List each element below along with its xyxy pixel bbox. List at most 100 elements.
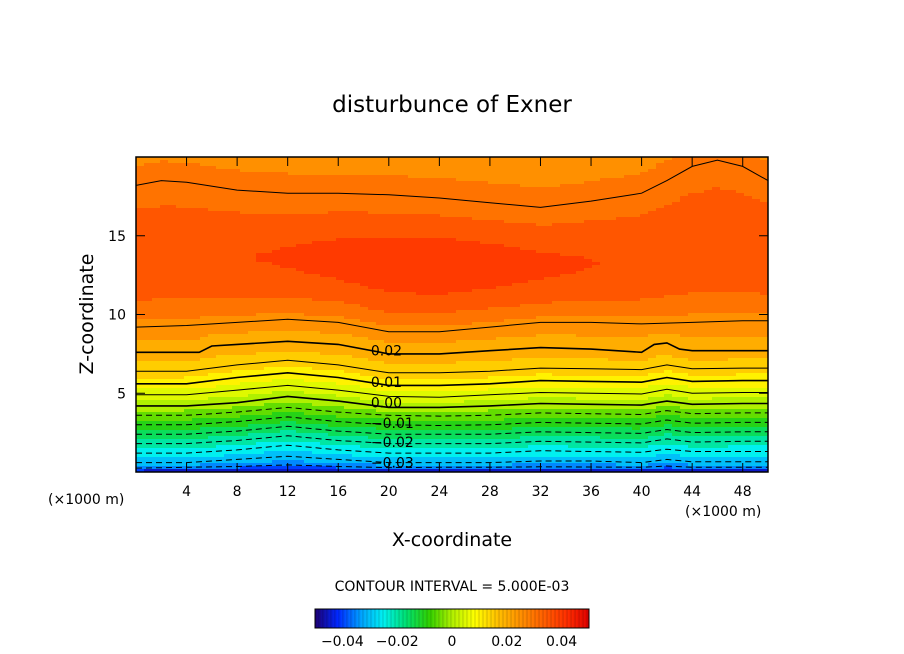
field-cell — [248, 232, 257, 236]
field-cell — [328, 163, 337, 167]
field-cell — [720, 307, 729, 311]
field-cell — [424, 196, 433, 200]
field-cell — [504, 181, 513, 185]
field-cell — [392, 163, 401, 167]
field-cell — [144, 280, 153, 284]
field-cell — [672, 244, 681, 248]
field-cell — [296, 250, 305, 254]
field-cell — [328, 184, 337, 188]
field-cell — [168, 319, 177, 323]
field-cell — [352, 169, 361, 173]
field-cell — [752, 184, 761, 188]
field-cell — [648, 184, 657, 188]
field-cell — [408, 289, 417, 293]
field-cell — [624, 298, 633, 302]
field-cell — [464, 229, 473, 233]
field-cell — [744, 187, 753, 191]
field-cell — [584, 331, 593, 335]
field-cell — [176, 205, 185, 209]
field-cell — [464, 247, 473, 251]
field-cell — [240, 238, 249, 242]
field-cell — [624, 304, 633, 308]
field-cell — [424, 190, 433, 194]
field-cell — [688, 178, 697, 182]
field-cell — [176, 346, 185, 350]
field-cell — [760, 241, 768, 245]
field-cell — [200, 199, 209, 203]
field-cell — [640, 217, 649, 221]
field-cell — [176, 334, 185, 338]
field-cell — [224, 307, 233, 311]
field-cell — [360, 163, 369, 167]
field-cell — [696, 331, 705, 335]
field-cell — [760, 289, 768, 293]
field-cell — [344, 226, 353, 230]
field-cell — [224, 316, 233, 320]
field-cell — [232, 331, 241, 335]
field-cell — [448, 169, 457, 173]
field-cell — [376, 205, 385, 209]
field-cell — [264, 322, 273, 326]
field-cell — [512, 265, 521, 269]
field-cell — [200, 241, 209, 245]
field-cell — [616, 286, 625, 290]
field-cell — [736, 223, 745, 227]
field-cell — [344, 211, 353, 215]
field-cell — [760, 235, 768, 239]
field-cell — [160, 187, 169, 191]
field-cell — [328, 217, 337, 221]
field-cell — [448, 202, 457, 206]
field-cell — [488, 259, 497, 263]
field-cell — [424, 286, 433, 290]
field-cell — [736, 190, 745, 194]
field-cell — [552, 274, 561, 278]
field-cell — [192, 163, 201, 167]
field-cell — [568, 277, 577, 281]
field-cell — [712, 184, 721, 188]
field-cell — [496, 181, 505, 185]
field-cell — [528, 313, 537, 317]
field-cell — [160, 208, 169, 212]
field-cell — [528, 304, 537, 308]
field-cell — [328, 181, 337, 185]
field-cell — [384, 190, 393, 194]
field-cell — [552, 283, 561, 287]
field-cell — [288, 235, 297, 239]
field-cell — [512, 259, 521, 263]
field-cell — [712, 208, 721, 212]
field-cell — [488, 319, 497, 323]
field-cell — [408, 304, 417, 308]
field-cell — [200, 178, 209, 182]
field-cell — [608, 175, 617, 179]
field-cell — [360, 202, 369, 206]
field-cell — [352, 307, 361, 311]
field-cell — [280, 283, 289, 287]
field-cell — [232, 313, 241, 317]
field-cell — [496, 199, 505, 203]
field-cell — [200, 247, 209, 251]
field-cell — [664, 319, 673, 323]
field-cell — [256, 295, 265, 299]
field-cell — [360, 301, 369, 305]
field-cell — [136, 259, 145, 263]
field-cell — [728, 199, 737, 203]
field-cell — [384, 244, 393, 248]
field-cell — [400, 331, 409, 335]
field-cell — [640, 301, 649, 305]
field-cell — [184, 343, 193, 347]
field-cell — [424, 214, 433, 218]
field-cell — [728, 229, 737, 233]
field-cell — [520, 238, 529, 242]
field-cell — [504, 217, 513, 221]
field-cell — [368, 313, 377, 317]
field-cell — [168, 217, 177, 221]
field-cell — [472, 250, 481, 254]
field-cell — [168, 280, 177, 284]
field-cell — [248, 286, 257, 290]
field-cell — [624, 199, 633, 203]
field-cell — [384, 301, 393, 305]
field-cell — [432, 319, 441, 323]
field-cell — [720, 226, 729, 230]
field-cell — [320, 277, 329, 281]
field-cell — [208, 226, 217, 230]
